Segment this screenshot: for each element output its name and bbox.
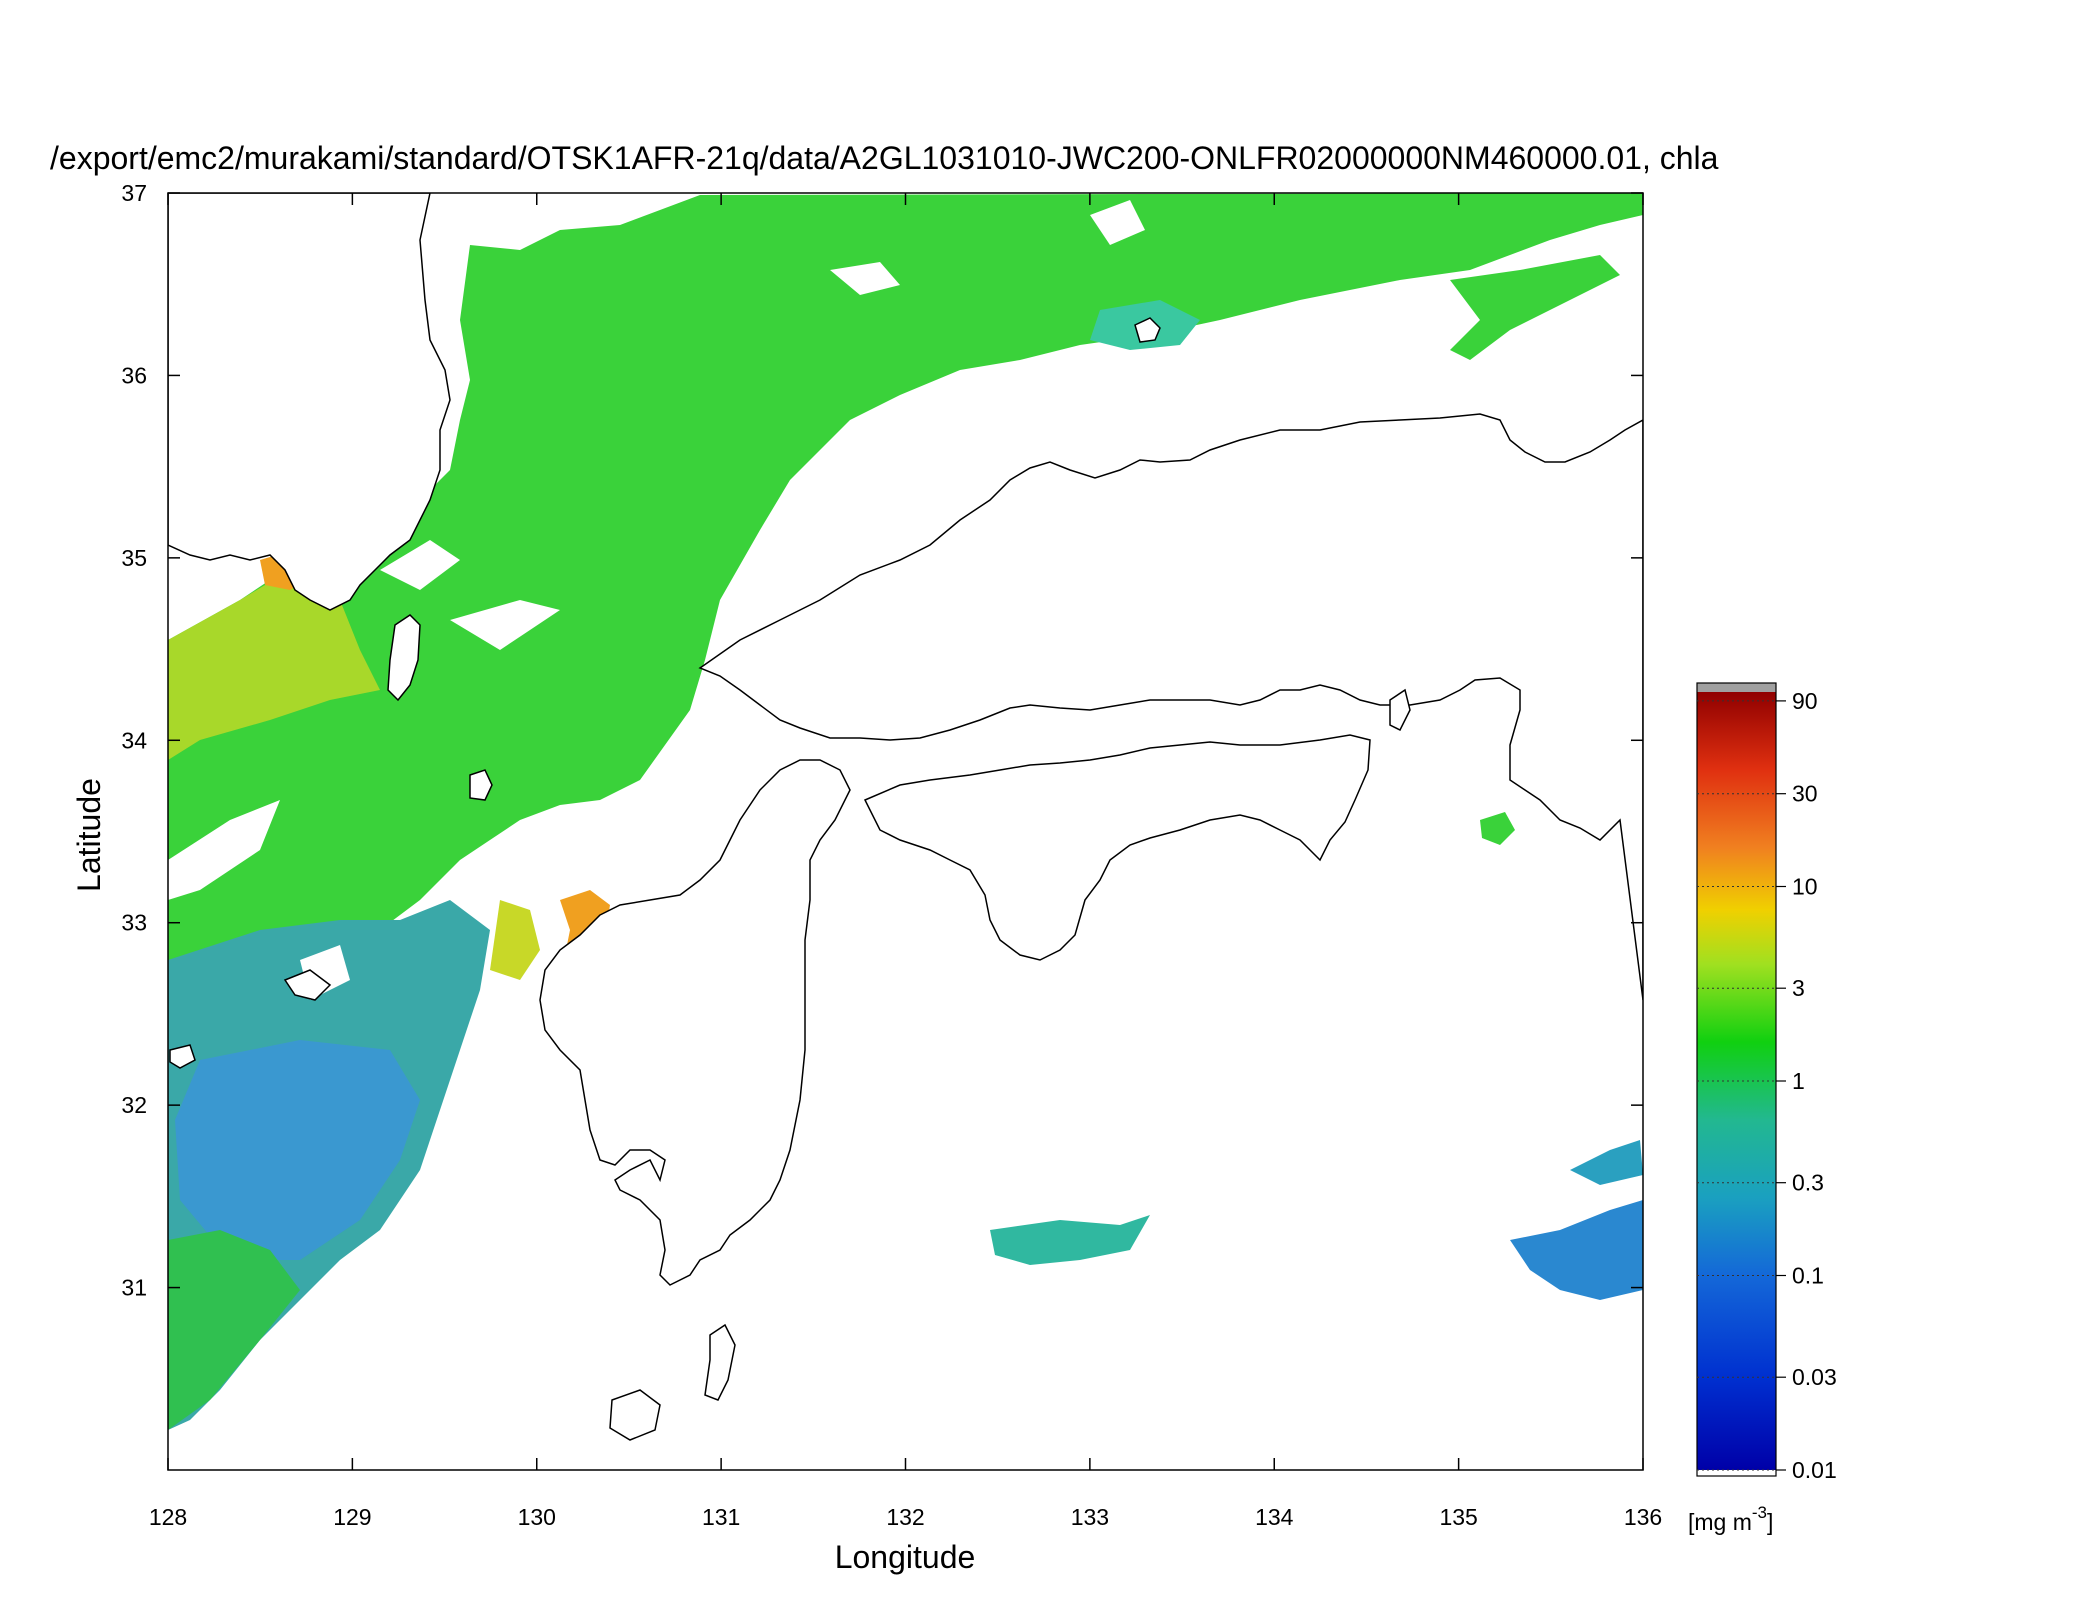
land-tsushima xyxy=(387,614,421,702)
colorbar-tick-label: 3 xyxy=(1792,975,1805,1001)
y-tick-label: 32 xyxy=(121,1092,147,1118)
y-tick-label: 34 xyxy=(121,727,147,753)
chla-region-east-patch xyxy=(1450,255,1620,360)
y-tick-label: 36 xyxy=(121,362,147,388)
chla-region-pacific-2 xyxy=(1510,1200,1643,1300)
land-korea xyxy=(168,193,451,611)
x-axis-label: Longitude xyxy=(835,1539,976,1575)
chla-region-pacific-3 xyxy=(1570,1140,1643,1185)
x-tick-label: 130 xyxy=(518,1504,556,1530)
y-tick-label: 37 xyxy=(121,180,147,206)
x-tick-label: 134 xyxy=(1255,1504,1294,1530)
colorbar-tick-label: 0.03 xyxy=(1792,1364,1837,1390)
x-axis-ticks: 128 129 130 131 132 133 134 135 136 xyxy=(149,193,1662,1530)
land-shikoku xyxy=(863,734,1371,961)
cloud-gap-5 xyxy=(168,800,280,900)
x-tick-label: 128 xyxy=(149,1504,187,1530)
land-honshu xyxy=(698,413,1643,1001)
cloud-gap-2 xyxy=(830,262,900,295)
land-cheju xyxy=(169,1044,196,1069)
map-title: /export/emc2/murakami/standard/OTSK1AFR-… xyxy=(50,140,1719,176)
x-tick-label: 136 xyxy=(1624,1504,1662,1530)
land-oki xyxy=(1134,317,1161,343)
y-tick-label: 31 xyxy=(121,1275,147,1301)
colorbar-cap xyxy=(1697,683,1776,692)
colorbar-tick-label: 1 xyxy=(1792,1068,1805,1094)
land-tanegashima xyxy=(704,1323,736,1401)
y-axis-label: Latitude xyxy=(71,778,107,892)
colorbar-tick-label: 30 xyxy=(1792,781,1818,807)
x-tick-label: 135 xyxy=(1439,1504,1477,1530)
land-yakushima xyxy=(609,1389,661,1441)
chla-data-layer xyxy=(168,193,1643,1430)
cloud-gap-4 xyxy=(450,600,560,650)
colorbar-tick-label: 90 xyxy=(1792,688,1818,714)
colorbar-ticks: 0.01 0.03 0.1 0.3 1 3 10 30 90 xyxy=(1697,688,1837,1483)
colorbar-tick-label: 0.3 xyxy=(1792,1170,1824,1196)
chla-region-deep-blue xyxy=(175,1040,420,1260)
land-awaji xyxy=(1389,688,1411,732)
y-tick-label: 35 xyxy=(121,545,147,571)
chla-region-south-green xyxy=(168,1230,300,1430)
coastline-layer xyxy=(168,193,1643,1441)
chla-region-north xyxy=(168,193,1643,1000)
colorbar-unit: [mg m-3] xyxy=(1688,1503,1773,1535)
land-goto xyxy=(283,969,332,1001)
cloud-gap-1 xyxy=(1090,200,1145,245)
y-axis-ticks: 31 32 33 34 35 36 37 xyxy=(121,180,1643,1301)
colorbar-border xyxy=(1696,682,1777,1477)
colorbar-tick-label: 10 xyxy=(1792,874,1818,900)
chla-region-kii xyxy=(1480,812,1515,845)
colorbar: 0.01 0.03 0.1 0.3 1 3 10 30 90 [mg m-3] xyxy=(1688,682,1837,1535)
x-tick-label: 133 xyxy=(1071,1504,1109,1530)
land-iki xyxy=(469,769,493,801)
y-tick-label: 33 xyxy=(121,910,147,936)
chla-region-pacific-1 xyxy=(990,1215,1150,1265)
colorbar-tick-label: 0.01 xyxy=(1792,1457,1837,1483)
x-tick-label: 129 xyxy=(333,1504,371,1530)
x-tick-label: 132 xyxy=(886,1504,924,1530)
chla-region-korea-coast xyxy=(168,560,380,760)
colorbar-tick-label: 0.1 xyxy=(1792,1263,1824,1289)
cloud-gap-3 xyxy=(380,540,460,590)
x-tick-label: 131 xyxy=(702,1504,740,1530)
land-kyushu xyxy=(539,759,851,1286)
chla-region-coast-yellow xyxy=(490,900,540,980)
